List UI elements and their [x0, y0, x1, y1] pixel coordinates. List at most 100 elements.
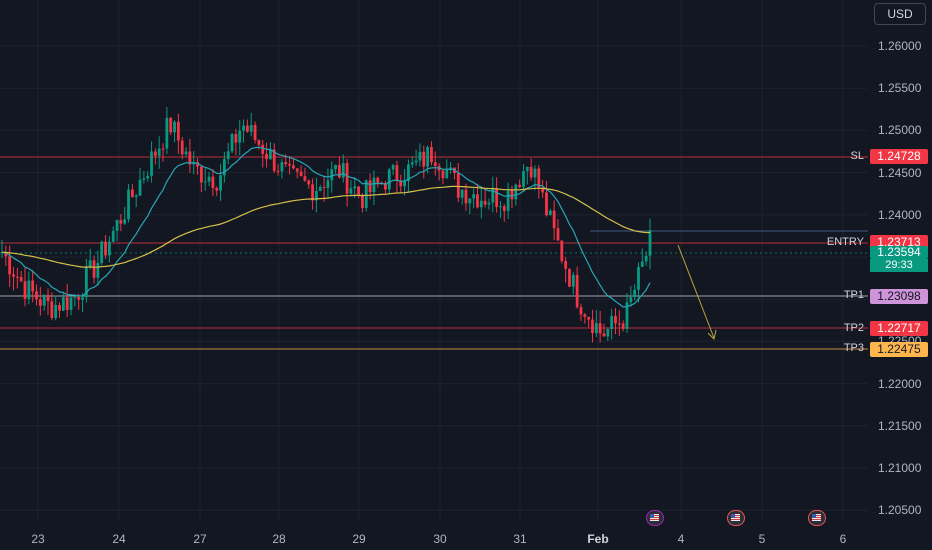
candle-body: [621, 323, 625, 329]
candle-body: [215, 188, 219, 191]
candle-body: [606, 329, 610, 337]
candle-body: [19, 277, 23, 282]
candle-body: [349, 188, 353, 194]
currency-button[interactable]: USD: [874, 3, 926, 25]
candle-body: [107, 241, 111, 256]
candle-body: [587, 316, 591, 320]
candle-body: [533, 168, 537, 178]
candle-body: [318, 187, 322, 191]
candle-body: [529, 166, 533, 178]
time-tick-label: 5: [758, 532, 766, 546]
candle-body: [42, 294, 46, 306]
candle-body: [598, 323, 602, 334]
candle-body: [261, 144, 265, 154]
time-tick-label: 23: [31, 532, 45, 546]
candle-body: [403, 181, 407, 187]
candle-body: [556, 228, 560, 241]
candle-body: [372, 177, 376, 193]
candle-body: [376, 177, 380, 183]
us-flag-icon[interactable]: [646, 510, 664, 526]
candle-body: [637, 266, 640, 290]
price-tick-label: 1.21000: [878, 461, 922, 475]
candle-body: [441, 170, 445, 179]
candle-body: [640, 261, 644, 267]
candle-body: [430, 147, 433, 163]
candle-body: [468, 198, 472, 204]
candle-body: [242, 125, 245, 131]
candle-body: [514, 184, 518, 200]
candle-body: [65, 297, 69, 310]
ema-fast-line: [1, 146, 651, 308]
candle-body: [269, 149, 272, 160]
time-tick-label: 28: [272, 532, 286, 546]
candle-body: [207, 176, 211, 182]
candle-body: [303, 176, 307, 181]
us-flag-icon[interactable]: [808, 510, 826, 526]
candle-body: [414, 160, 418, 163]
candle-body: [364, 180, 368, 209]
candle-body: [472, 194, 476, 199]
ema-slow-line: [1, 185, 650, 268]
candle-body: [410, 162, 414, 165]
candle-body: [211, 176, 215, 189]
tp1-price-badge: 1.23098: [870, 289, 928, 304]
price-tick-label: 1.26000: [878, 39, 922, 53]
candle-body: [138, 179, 142, 196]
price-tick-label: 1.21500: [878, 418, 922, 433]
candle-body: [341, 163, 345, 178]
candle-body: [295, 168, 299, 172]
candle-body: [537, 168, 541, 189]
candle-body: [422, 151, 426, 167]
candle-body: [130, 189, 134, 198]
candle-body: [648, 230, 652, 256]
candle-body: [169, 117, 173, 133]
candle-body: [541, 188, 545, 193]
candle-body: [506, 190, 510, 211]
candle-body: [487, 202, 491, 205]
price-tick-label: 1.24000: [878, 207, 922, 222]
candle-body: [111, 230, 115, 242]
candle-body: [253, 125, 257, 141]
candle-body: [284, 162, 288, 165]
candle-body: [173, 121, 176, 133]
candle-body: [633, 289, 637, 298]
us-flag-icon[interactable]: [727, 510, 745, 526]
candle-body: [123, 219, 127, 224]
time-tick-label: 30: [433, 532, 447, 546]
candle-body: [315, 190, 318, 201]
candle-body: [591, 319, 594, 333]
candle-body: [81, 297, 84, 300]
time-tick-label: 31: [513, 532, 527, 546]
candle-body: [219, 175, 222, 191]
candle-body: [104, 241, 107, 256]
candle-body: [326, 180, 330, 189]
candle-body: [257, 140, 261, 145]
candle-body: [180, 140, 184, 155]
entry-label: ENTRY: [826, 236, 864, 248]
candle-body: [288, 164, 291, 166]
candle-body: [368, 180, 372, 193]
candle-body: [61, 297, 65, 311]
candle-body: [330, 169, 334, 181]
candle-body: [38, 299, 42, 306]
candle-body: [23, 281, 27, 299]
candle-body: [617, 323, 621, 325]
candle-body: [238, 130, 242, 143]
candle-body: [464, 189, 468, 204]
candle-body: [644, 255, 648, 262]
candle-body: [35, 291, 38, 300]
arrow-head: [707, 329, 717, 340]
candle-body: [357, 186, 360, 195]
candle-body: [176, 121, 180, 141]
time-tick-label: Feb: [587, 532, 609, 546]
candle-body: [12, 274, 15, 277]
candle-body: [502, 206, 506, 211]
candle-body: [276, 170, 280, 172]
candle-body: [8, 256, 12, 275]
candle-body: [311, 184, 314, 201]
candle-body: [27, 280, 31, 299]
candle-body: [610, 316, 614, 330]
candle-body: [134, 195, 138, 198]
time-tick-label: 24: [112, 532, 126, 546]
